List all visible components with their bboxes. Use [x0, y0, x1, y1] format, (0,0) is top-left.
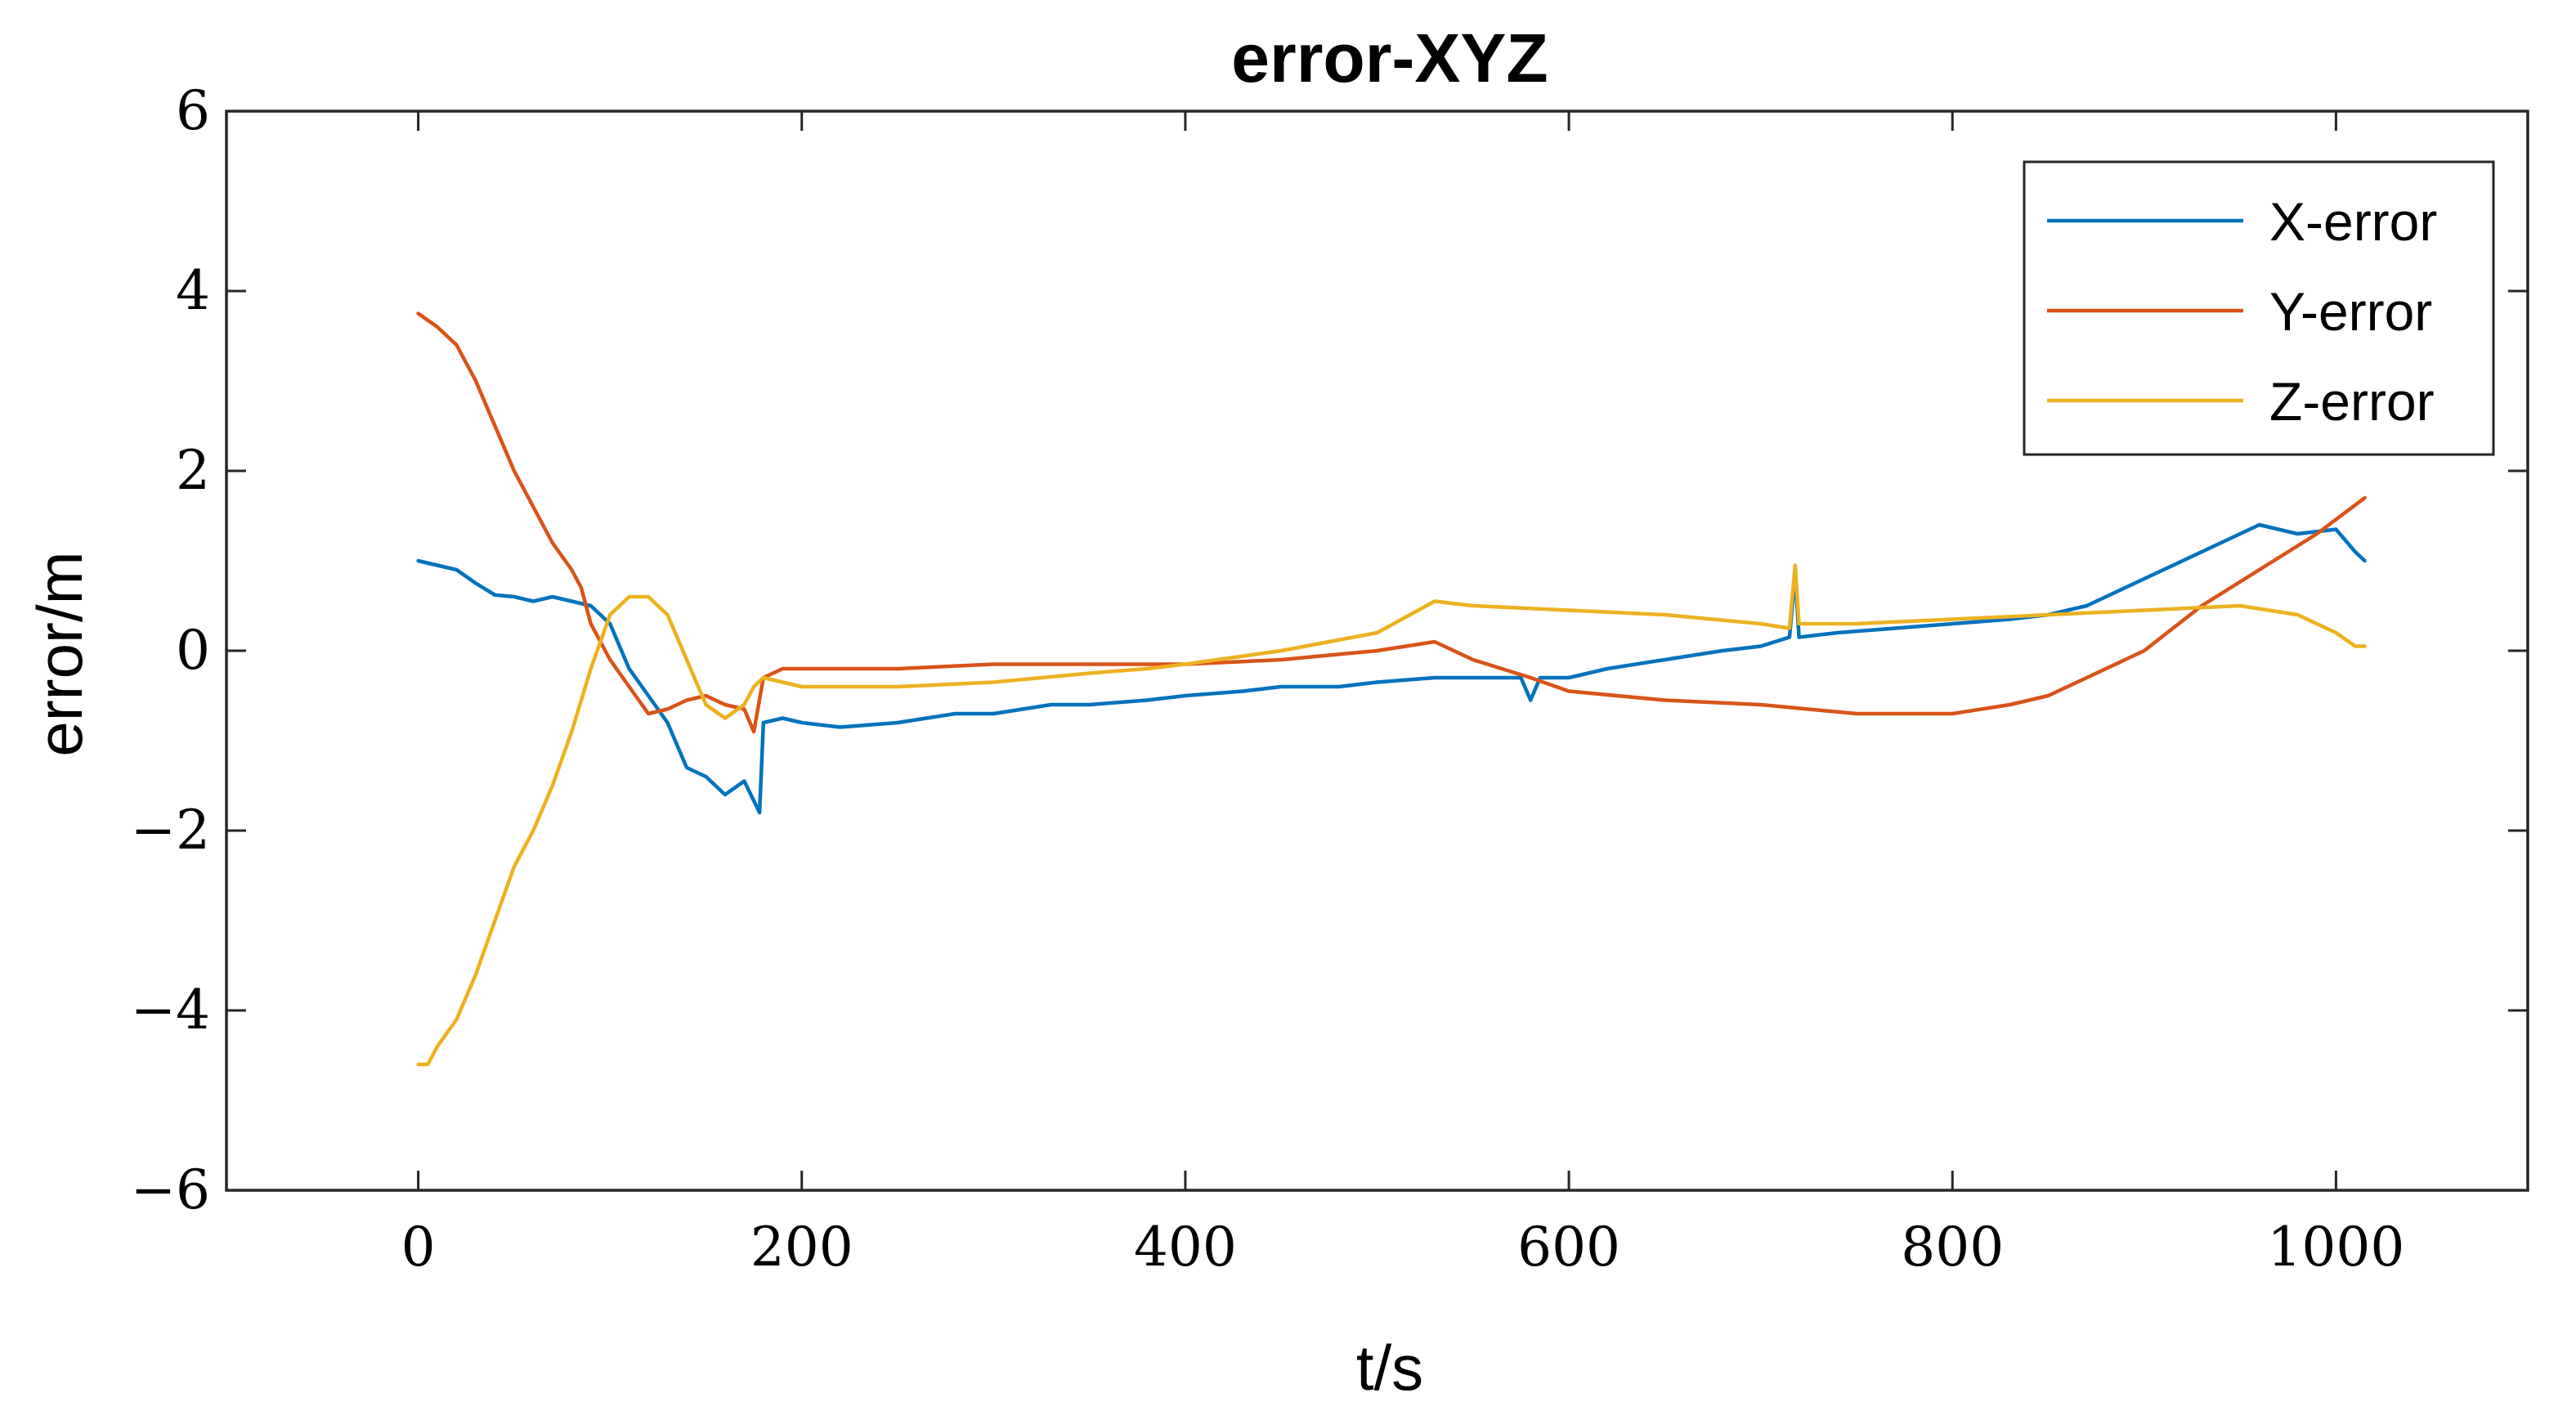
y-tick-label: −4	[131, 979, 210, 1041]
x-tick-label: 1000	[2267, 1216, 2404, 1279]
legend-box	[2023, 160, 2495, 456]
legend-entry-x-error: X-error	[2269, 191, 2437, 252]
x-tick-label: 400	[1134, 1216, 1237, 1279]
x-tick-label: 200	[750, 1216, 853, 1279]
series-line-y-error	[416, 311, 2367, 734]
chart-title: error-XYZ	[1231, 20, 1548, 96]
y-tick-label: 0	[176, 619, 210, 682]
y-axis-label: error/m	[24, 551, 96, 756]
x-tick-label: 800	[1901, 1216, 2004, 1279]
legend-entry-z-error: Z-error	[2269, 371, 2435, 432]
y-tick-label: 6	[176, 79, 210, 142]
x-axis-label: t/s	[1356, 1332, 1423, 1404]
y-tick-label: −6	[131, 1158, 210, 1221]
y-axis: −6 −4 −2 0 2 4 6	[131, 79, 2528, 1221]
y-tick-label: 2	[176, 439, 210, 502]
x-axis: 0 200 400 600 800 1000	[401, 111, 2404, 1279]
y-tick-label: −2	[131, 799, 210, 862]
x-tick-label: 0	[401, 1216, 436, 1279]
legend-entry-y-error: Y-error	[2269, 281, 2432, 342]
series-line-z-error	[416, 563, 2367, 1067]
y-tick-label: 4	[176, 259, 210, 322]
x-tick-label: 600	[1517, 1216, 1620, 1279]
legend: X-error Y-error Z-error	[2023, 160, 2495, 456]
